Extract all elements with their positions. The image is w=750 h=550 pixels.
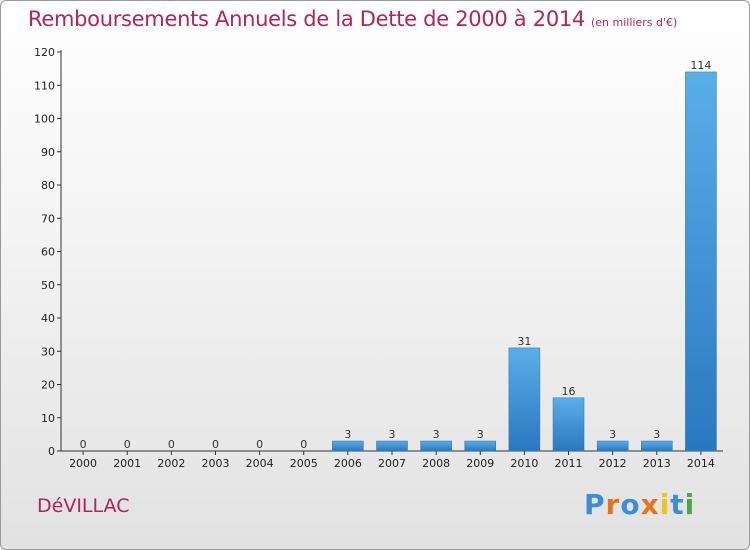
chart-unit-note: (en milliers d'€) [591, 16, 678, 29]
bar-value-label: 3 [653, 428, 660, 441]
logo-letter: P [584, 488, 606, 521]
x-tick-label: 2008 [422, 457, 450, 470]
commune-name: DéVILLAC [37, 495, 130, 517]
x-tick-label: 2002 [157, 457, 185, 470]
x-tick-label: 2001 [113, 457, 141, 470]
bar-value-label: 3 [389, 428, 396, 441]
x-tick-label: 2014 [687, 457, 715, 470]
y-tick-label: 90 [41, 146, 55, 159]
y-tick-label: 80 [41, 179, 55, 192]
bars: 0 0 0 0 0 0 3 3 3 3 31 16 3 3 114 [80, 59, 717, 452]
x-tick-label: 2004 [246, 457, 274, 470]
x-tick-label: 2003 [201, 457, 229, 470]
x-tick-label: 2009 [466, 457, 494, 470]
y-tick-label: 50 [41, 279, 55, 292]
y-tick-label: 40 [41, 312, 55, 325]
bar-value-label: 0 [168, 438, 175, 451]
chart-title: Remboursements Annuels de la Dette de 20… [28, 7, 677, 31]
chart-title-text: Remboursements Annuels de la Dette de 20… [28, 7, 585, 31]
y-tick-label: 120 [34, 46, 55, 59]
bar-value-label: 0 [80, 438, 87, 451]
bar [641, 440, 673, 452]
bar-value-label: 3 [344, 428, 351, 441]
x-tick-label: 2006 [334, 457, 362, 470]
bar-value-label: 31 [517, 335, 531, 348]
y-tick-label: 60 [41, 246, 55, 259]
bar [376, 440, 408, 452]
y-tick-label: 20 [41, 379, 55, 392]
bar [685, 71, 717, 452]
logo-letter: o [620, 488, 641, 521]
bar [332, 440, 364, 452]
bar [508, 347, 541, 452]
x-tick-label: 2011 [555, 457, 583, 470]
y-tick-label: 0 [48, 445, 55, 458]
y-tick-label: 110 [34, 79, 55, 92]
x-tick-label: 2010 [510, 457, 538, 470]
bar-value-label: 0 [256, 438, 263, 451]
bar [420, 440, 452, 452]
bar [464, 440, 497, 452]
bar-value-label: 3 [477, 428, 484, 441]
bar-value-label: 0 [300, 438, 307, 451]
y-tick-label: 70 [41, 212, 55, 225]
y-tick-label: 10 [41, 412, 55, 425]
bar-value-label: 3 [609, 428, 616, 441]
proxiti-logo: Proxiti [584, 488, 695, 521]
logo-letter: x [640, 488, 660, 521]
bar [552, 397, 585, 452]
bar-value-label: 114 [690, 59, 711, 72]
bar-value-label: 0 [212, 438, 219, 451]
bar-value-label: 0 [124, 438, 131, 451]
x-tick-label: 2000 [69, 457, 97, 470]
y-tick-label: 30 [41, 345, 55, 358]
logo-letter: i [659, 488, 671, 521]
x-tick-label: 2012 [599, 457, 627, 470]
bar-value-label: 16 [562, 385, 576, 398]
bar-value-label: 3 [433, 428, 440, 441]
y-tick-label: 100 [34, 113, 55, 126]
x-tick-label: 2013 [643, 457, 671, 470]
logo-letter: r [605, 488, 621, 521]
logo-letter: i [684, 488, 696, 521]
x-tick-label: 2007 [378, 457, 406, 470]
bar [596, 440, 629, 452]
x-tick-label: 2005 [290, 457, 318, 470]
logo-letter: t [670, 488, 685, 521]
